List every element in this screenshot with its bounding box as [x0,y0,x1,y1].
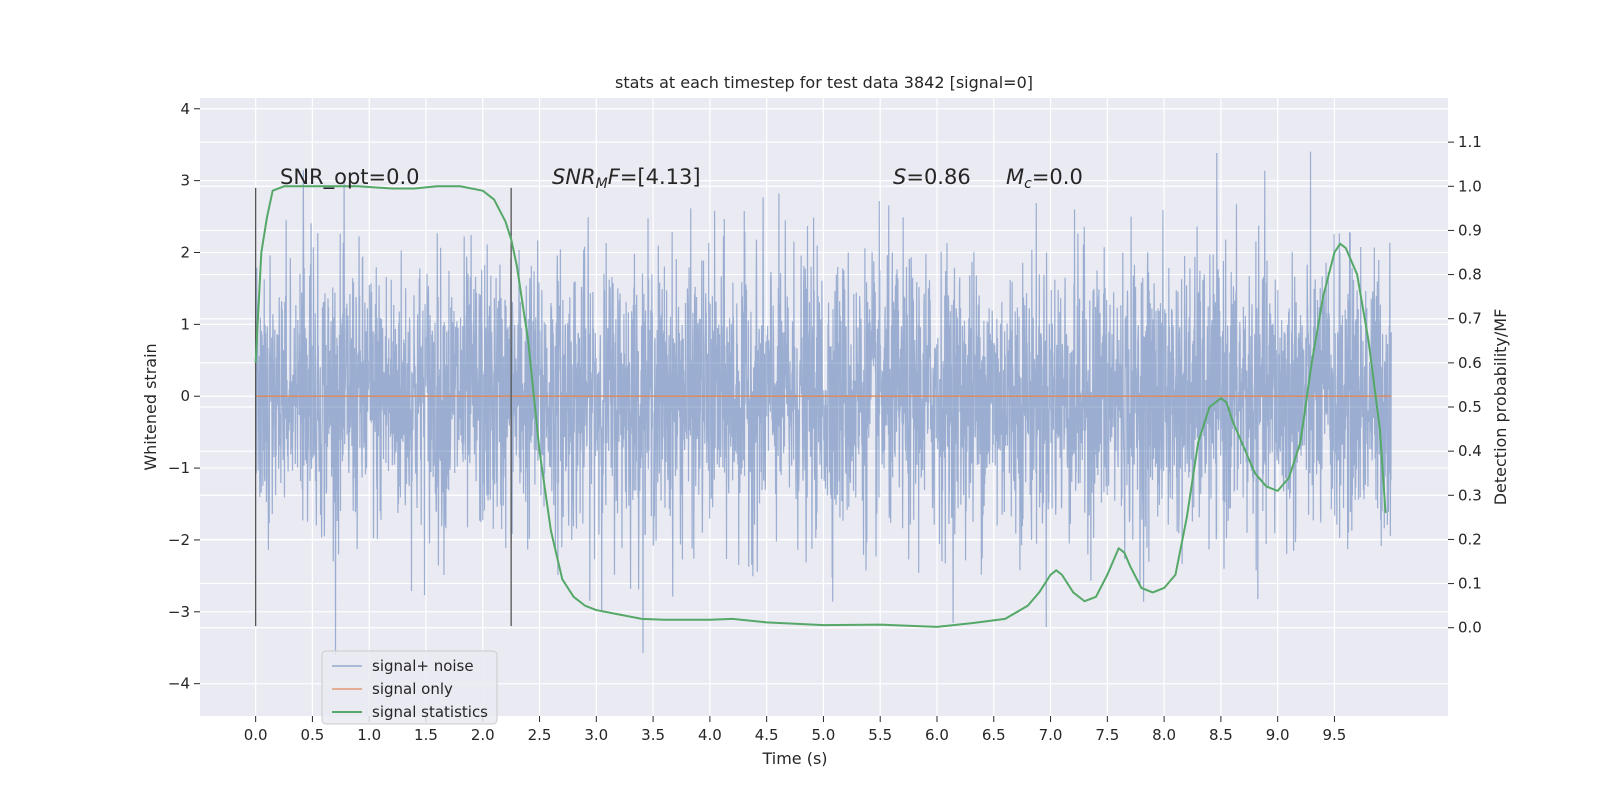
y-right-tick-label: 0.5 [1458,398,1482,416]
legend: signal+ noise signal only signal statistic… [321,650,498,725]
x-tick-label: 1.0 [357,726,381,744]
x-tick-label: 5.0 [812,726,836,744]
y-right-tick-label: 0.3 [1458,486,1482,504]
y-tick-label: −4 [168,675,190,693]
y-axis-label: Whitened strain [141,343,160,470]
x-tick-label: 5.5 [868,726,892,744]
annotation-snr-mf-symbol-f: F [608,165,621,189]
y-right-tick-label: 0.4 [1458,442,1482,460]
y-tick-label: −3 [168,603,190,621]
y-right-tick-label: 0.2 [1458,530,1482,548]
y-tick-label: 2 [180,244,190,262]
y-tick-label: 3 [180,172,190,190]
annotation-s-symbol: S [893,165,906,189]
x-tick-label: 8.5 [1209,726,1233,744]
x-tick-label: 7.0 [1039,726,1063,744]
x-tick-label: 9.5 [1323,726,1347,744]
annotation-snr-opt: SNR_opt=0.0 [280,165,420,190]
annotation-snr-mf-symbol: SNR [552,165,596,189]
legend-label: signal only [372,680,453,698]
y-right-tick-label: 0.1 [1458,575,1482,593]
x-tick-label: 7.5 [1095,726,1119,744]
legend-box [321,650,498,725]
y-tick-label: 1 [180,315,190,333]
y-axis-right-label: Detection probability/MF [1491,309,1510,506]
x-tick-label: 2.5 [528,726,552,744]
annotation-snr-mf: SNRMF=[4.13] [552,165,701,192]
series-line-signal-noise [255,151,1392,655]
y-right-tick-label: 0.9 [1458,221,1482,239]
y-right-tick-label: 0.0 [1458,619,1482,637]
x-axis-label: Time (s) [761,749,827,768]
annotation-snr-mf-subscript: M [596,176,608,192]
x-tick-label: 6.0 [925,726,949,744]
annotation-mc-symbol: M [1006,165,1024,189]
annotation-mc-value: =0.0 [1032,165,1083,189]
x-tick-label: 3.0 [584,726,608,744]
x-tick-label: 0.5 [300,726,324,744]
x-tick-label: 8.0 [1152,726,1176,744]
x-tick-label: 4.0 [698,726,722,744]
x-tick-label: 4.5 [755,726,779,744]
annotations: SNR_opt=0.0 SNRMF=[4.13] S=0.86 Mc=0.0 [280,165,1083,192]
y-right-tick-label: 0.8 [1458,266,1482,284]
series-line-signal-statistics [254,185,1387,628]
x-tick-label: 6.5 [982,726,1006,744]
annotation-snr-mf-value: =[4.13] [620,165,701,189]
y-right-tick-label: 1.1 [1458,133,1482,151]
annotation-mc-subscript: c [1024,176,1032,192]
x-axis: 0.0 0.5 1.0 1.5 2.0 2.5 3.0 3.5 4.0 4.5 5.0 5.5 6.0 6… [244,716,1347,744]
y-right-tick-label: 0.6 [1458,354,1482,372]
y-right-tick-label: 1.0 [1458,177,1482,195]
y-tick-label: −1 [168,459,190,477]
right-y-axis: 0.0 0.1 0.2 0.3 0.4 0.5 0.6 0.7 0.8 0.9 1.0 1.1 [1448,133,1482,637]
x-tick-label: 3.5 [641,726,665,744]
y-tick-label: −2 [168,531,190,549]
y-right-tick-label: 0.7 [1458,310,1482,328]
signal-statistics-series [254,185,1387,628]
left-y-axis: −4 −3 −2 −1 0 1 2 3 4 [168,100,200,693]
annotation-s-stat: S=0.86 [893,165,971,189]
annotation-mc: Mc=0.0 [1006,165,1083,192]
x-tick-label: 9.0 [1266,726,1290,744]
annotation-s-value: =0.86 [906,165,970,189]
legend-label: signal statistics [372,703,488,721]
chart-title: stats at each timestep for test data 384… [615,73,1033,92]
x-tick-label: 2.0 [471,726,495,744]
x-tick-label: 1.5 [414,726,438,744]
y-tick-label: 4 [180,100,190,118]
x-tick-label: 0.0 [244,726,268,744]
vertical-markers [254,187,512,627]
noise-series [255,151,1392,655]
legend-label: signal+ noise [372,657,474,675]
y-tick-label: 0 [180,387,190,405]
